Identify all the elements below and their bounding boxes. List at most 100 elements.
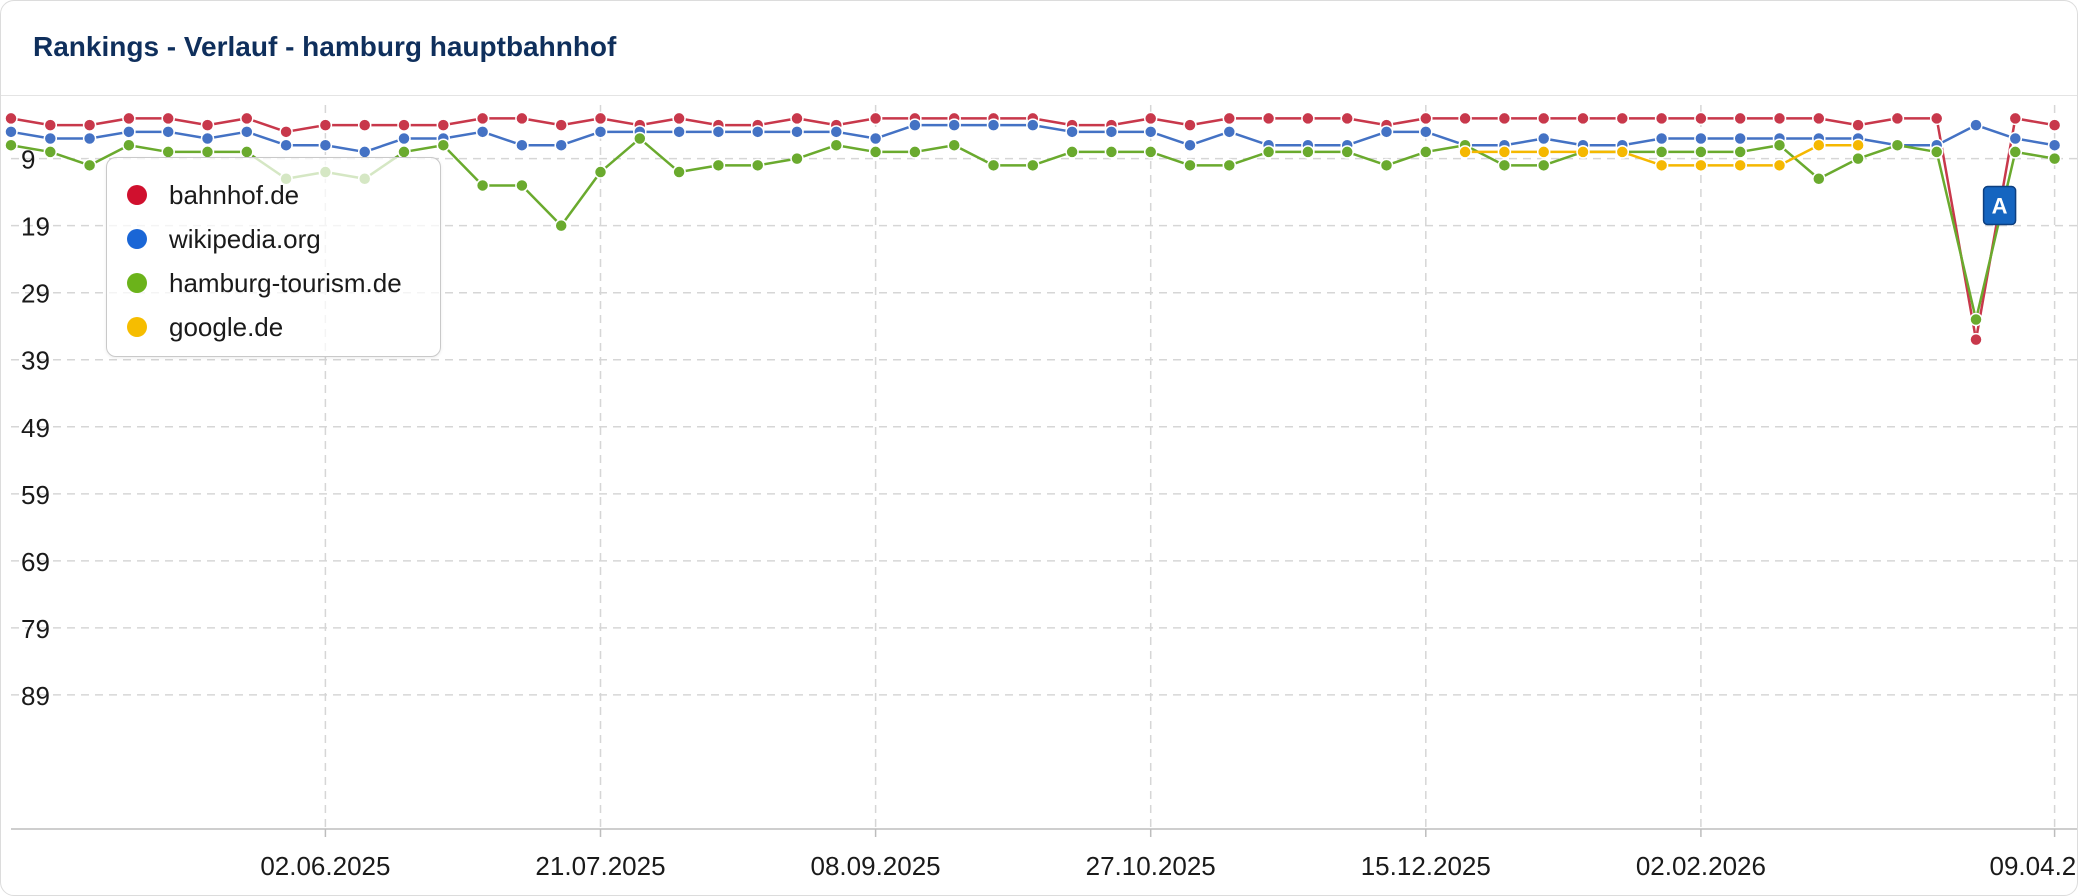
data-point[interactable]	[750, 158, 765, 173]
data-point[interactable]	[750, 125, 765, 139]
data-point[interactable]	[1536, 158, 1551, 173]
data-point[interactable]	[1183, 158, 1197, 173]
data-point[interactable]	[1851, 138, 1865, 152]
data-point[interactable]	[1654, 145, 1669, 159]
data-point[interactable]	[1222, 125, 1237, 139]
data-point[interactable]	[1851, 151, 1865, 166]
data-point[interactable]	[43, 145, 58, 159]
data-point[interactable]	[475, 111, 490, 126]
data-point[interactable]	[161, 125, 175, 139]
data-point[interactable]	[2008, 131, 2023, 146]
data-point[interactable]	[1419, 145, 1433, 159]
data-point[interactable]	[200, 131, 215, 146]
data-point[interactable]	[711, 125, 726, 139]
data-point[interactable]	[908, 145, 922, 159]
data-point[interactable]	[1026, 158, 1040, 173]
data-point[interactable]	[1733, 111, 1747, 126]
data-point[interactable]	[829, 138, 844, 152]
data-point[interactable]	[672, 125, 686, 139]
data-point[interactable]	[122, 125, 136, 139]
data-point[interactable]	[790, 111, 804, 126]
data-point[interactable]	[43, 118, 58, 132]
data-point[interactable]	[1654, 131, 1669, 146]
data-point[interactable]	[1694, 131, 1708, 146]
data-point[interactable]	[1812, 111, 1826, 126]
data-point[interactable]	[82, 131, 97, 146]
data-point[interactable]	[4, 125, 18, 139]
data-point[interactable]	[1733, 131, 1747, 146]
data-point[interactable]	[1615, 111, 1630, 126]
data-point[interactable]	[593, 125, 608, 139]
data-point[interactable]	[1615, 145, 1630, 159]
data-point[interactable]	[1301, 111, 1315, 126]
data-point[interactable]	[1458, 111, 1472, 126]
data-point[interactable]	[1026, 118, 1040, 132]
data-point[interactable]	[1143, 125, 1158, 139]
data-point[interactable]	[672, 111, 686, 126]
data-point[interactable]	[1772, 111, 1787, 126]
data-point[interactable]	[1143, 111, 1158, 126]
data-point[interactable]	[436, 118, 451, 132]
data-point[interactable]	[1419, 125, 1433, 139]
data-point[interactable]	[1222, 158, 1237, 173]
data-point[interactable]	[1969, 118, 1983, 132]
data-point[interactable]	[1261, 111, 1276, 126]
data-point[interactable]	[1969, 312, 1983, 327]
data-point[interactable]	[1340, 145, 1354, 159]
data-point[interactable]	[672, 165, 686, 179]
data-point[interactable]	[1497, 111, 1512, 126]
data-point[interactable]	[633, 131, 647, 146]
data-point[interactable]	[1536, 145, 1551, 159]
data-point[interactable]	[986, 158, 1001, 173]
data-point[interactable]	[1340, 111, 1354, 126]
data-point[interactable]	[986, 118, 1001, 132]
data-point[interactable]	[1183, 118, 1197, 132]
data-point[interactable]	[1497, 158, 1512, 173]
data-point[interactable]	[1929, 111, 1944, 126]
data-point[interactable]	[82, 118, 97, 132]
data-point[interactable]	[1890, 111, 1905, 126]
data-point[interactable]	[1576, 145, 1590, 159]
data-point[interactable]	[161, 111, 175, 126]
data-point[interactable]	[240, 111, 254, 126]
data-point[interactable]	[1419, 111, 1433, 126]
data-point[interactable]	[1694, 111, 1708, 126]
data-point[interactable]	[554, 138, 568, 152]
data-point[interactable]	[4, 111, 18, 126]
legend-item-wikipedia-org[interactable]: wikipedia.org	[127, 224, 321, 254]
data-point[interactable]	[868, 145, 883, 159]
data-point[interactable]	[1379, 125, 1394, 139]
data-point[interactable]	[1104, 145, 1119, 159]
data-point[interactable]	[829, 125, 844, 139]
data-point[interactable]	[1969, 332, 1983, 347]
data-point[interactable]	[1890, 138, 1905, 152]
data-point[interactable]	[357, 118, 372, 132]
data-point[interactable]	[1065, 125, 1079, 139]
data-point[interactable]	[318, 138, 333, 152]
data-point[interactable]	[82, 158, 97, 173]
data-point[interactable]	[908, 118, 922, 132]
data-point[interactable]	[318, 118, 333, 132]
legend-item-bahnhof-de[interactable]: bahnhof.de	[127, 180, 299, 210]
data-point[interactable]	[397, 131, 411, 146]
data-point[interactable]	[279, 125, 293, 139]
data-point[interactable]	[515, 111, 529, 126]
data-point[interactable]	[1065, 145, 1079, 159]
data-point[interactable]	[790, 125, 804, 139]
data-point[interactable]	[1812, 138, 1826, 152]
data-point[interactable]	[947, 138, 961, 152]
data-point[interactable]	[475, 125, 490, 139]
data-point[interactable]	[397, 118, 411, 132]
data-point[interactable]	[1733, 158, 1747, 173]
data-point[interactable]	[2008, 145, 2023, 159]
data-point[interactable]	[2047, 138, 2062, 152]
legend-item-hamburg-tourism-de[interactable]: hamburg-tourism.de	[127, 268, 402, 298]
data-point[interactable]	[1694, 145, 1708, 159]
data-point[interactable]	[947, 118, 961, 132]
data-point[interactable]	[554, 218, 568, 233]
data-point[interactable]	[868, 131, 883, 146]
data-point[interactable]	[868, 111, 883, 126]
data-point[interactable]	[1812, 171, 1826, 186]
data-point[interactable]	[1222, 111, 1237, 126]
data-point[interactable]	[1143, 145, 1158, 159]
